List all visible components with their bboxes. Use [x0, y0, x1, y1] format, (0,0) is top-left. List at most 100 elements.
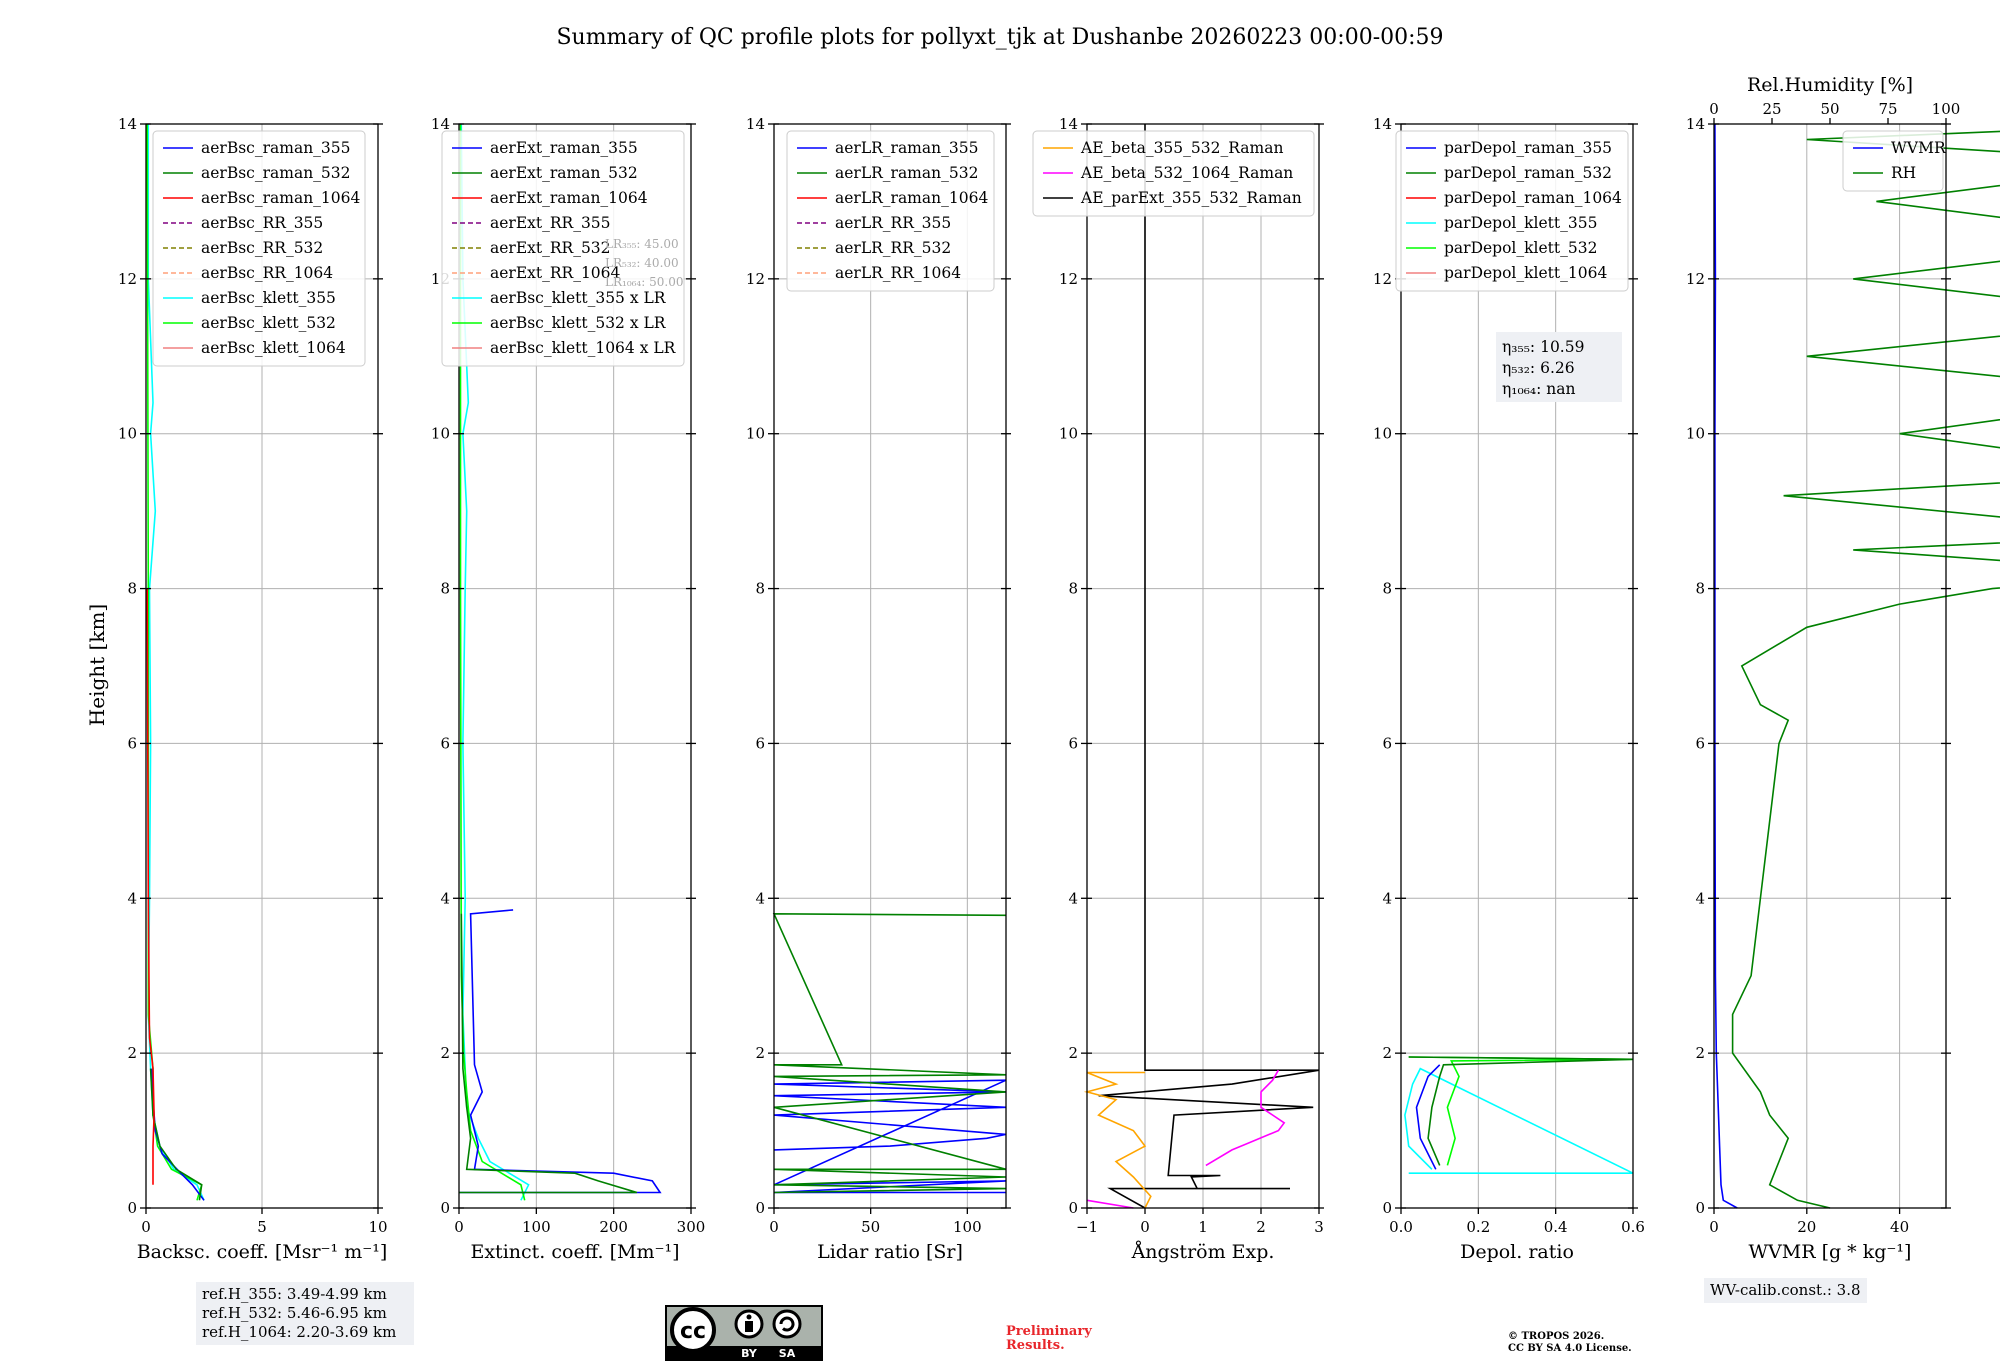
lr-annotation: LR₃₅₅: 45.00 — [605, 237, 679, 251]
legend-entry: aerBsc_raman_532 — [201, 164, 351, 182]
series-WVMR — [1714, 123, 1738, 1209]
y-tick-label: 12 — [1686, 270, 1705, 288]
legend-entry: aerBsc_klett_1064 — [201, 339, 346, 357]
legend-entry: aerBsc_RR_1064 — [201, 264, 333, 282]
legend-entry: aerLR_RR_532 — [835, 239, 951, 257]
series-parDepol_raman_355 — [1415, 1064, 1441, 1170]
legend-entry: parDepol_klett_532 — [1444, 239, 1597, 257]
top-x-tick-label: 75 — [1878, 100, 1897, 118]
top-x-axis-label: Rel.Humidity [%] — [1747, 74, 1913, 96]
panel-bsc: 0 2 4 6 8 10 12 14 0 5 10 Backsc. coeff. [Msr⁻¹ m⁻¹… — [118, 115, 388, 1263]
y-tick-label: 0 — [1068, 1199, 1078, 1217]
top-x-tick-label: 25 — [1762, 100, 1781, 118]
legend-entry: AE_parExt_355_532_Raman — [1080, 189, 1302, 207]
y-tick-label: 12 — [118, 270, 137, 288]
x-tick-label: 40 — [1890, 1218, 1909, 1236]
y-tick-label: 8 — [1068, 580, 1078, 598]
x-tick-label: 100 — [522, 1218, 551, 1236]
y-tick-label: 6 — [440, 734, 450, 752]
series-aerBsc_klett_355 x LR — [460, 123, 530, 1201]
y-tick-label: 8 — [127, 580, 137, 598]
legend-box — [786, 130, 995, 292]
legend-entry: AE_beta_355_532_Raman — [1080, 139, 1283, 157]
y-tick-label: 2 — [440, 1044, 450, 1062]
x-axis-label: Ångström Exp. — [1131, 1241, 1275, 1263]
legend-entry: aerExt_RR_532 — [490, 239, 611, 257]
series-aerExt_raman_355 — [459, 909, 662, 1194]
y-tick-label: 10 — [1059, 425, 1078, 443]
eta-annotation: η₁₀₆₄: nan — [1502, 380, 1576, 398]
eta-annotation: η₅₃₂: 6.26 — [1502, 359, 1575, 377]
series-AE_parExt_355_532_Raman — [1098, 124, 1320, 1209]
y-tick-label: 4 — [1695, 889, 1705, 907]
y-tick-label: 2 — [1382, 1044, 1392, 1062]
x-tick-label: 0.6 — [1621, 1218, 1645, 1236]
legend-box — [441, 130, 685, 367]
y-tick-label: 14 — [1373, 115, 1392, 133]
copyright-line-2: CC BY SA 4.0 License. — [1508, 1343, 1632, 1354]
ref-height-box: ref.H_355: 3.49-4.99 km ref.H_532: 5.46-… — [196, 1282, 414, 1345]
y-tick-label: 4 — [755, 889, 765, 907]
x-axis-label: Depol. ratio — [1460, 1241, 1574, 1263]
y-tick-label: 6 — [1382, 734, 1392, 752]
series-aerLR_raman_355 — [773, 1079, 1007, 1194]
legend-entry: aerExt_raman_355 — [490, 139, 638, 157]
series-aerExt_raman_532 — [459, 913, 638, 1194]
legend-entry: aerLR_raman_532 — [835, 164, 978, 182]
x-tick-label: 100 — [953, 1218, 982, 1236]
series-AE_beta_355_532_Raman — [1083, 1071, 1152, 1209]
copyright-line-1: © TROPOS 2026. — [1508, 1331, 1605, 1342]
legend-entry: aerExt_raman_532 — [490, 164, 638, 182]
lr-annotation: LR₅₃₂: 40.00 — [605, 256, 679, 270]
x-axis-label: Extinct. coeff. [Mm⁻¹] — [470, 1241, 679, 1263]
wv-calib-text: WV-calib.const.: 3.8 — [1710, 1281, 1861, 1299]
legend-entry: aerBsc_klett_355 x LR — [490, 289, 667, 307]
legend-entry: aerBsc_RR_355 — [201, 214, 323, 232]
y-tick-label: 12 — [1059, 270, 1078, 288]
copyright-note: © TROPOS 2026. CC BY SA 4.0 License. — [1508, 1331, 1632, 1355]
x-tick-label: 0.4 — [1544, 1218, 1568, 1236]
y-tick-label: 8 — [440, 580, 450, 598]
legend-entry: aerBsc_RR_532 — [201, 239, 323, 257]
x-axis-label: Backsc. coeff. [Msr⁻¹ m⁻¹] — [137, 1241, 388, 1263]
y-tick-label: 0 — [1695, 1199, 1705, 1217]
y-tick-label: 4 — [127, 889, 137, 907]
y-tick-label: 0 — [127, 1199, 137, 1217]
wv-calib-box: WV-calib.const.: 3.8 — [1704, 1278, 1867, 1303]
legend-entry: aerBsc_raman_355 — [201, 139, 351, 157]
legend-entry: AE_beta_532_1064_Raman — [1080, 164, 1293, 182]
x-tick-label: 0 — [141, 1218, 151, 1236]
legend-entry: aerBsc_klett_532 — [201, 314, 336, 332]
x-tick-label: 50 — [861, 1218, 880, 1236]
ref-h-1064: ref.H_1064: 2.20-3.69 km — [202, 1323, 397, 1341]
legend-entry: aerExt_RR_1064 — [490, 264, 621, 282]
sa-icon — [772, 1309, 802, 1339]
legend-entry: aerBsc_klett_532 x LR — [490, 314, 667, 332]
y-tick-label: 12 — [746, 270, 765, 288]
legend-entry: parDepol_raman_355 — [1444, 139, 1612, 157]
series-aerBsc_klett_532 x LR — [459, 124, 526, 1201]
y-tick-label: 14 — [431, 115, 450, 133]
top-x-tick-label: 100 — [1932, 100, 1961, 118]
preliminary-note: Preliminary Results. — [1006, 1325, 1092, 1353]
x-tick-label: 200 — [599, 1218, 628, 1236]
y-tick-label: 0 — [1382, 1199, 1392, 1217]
x-tick-label: 20 — [1797, 1218, 1816, 1236]
legend-entry: aerBsc_klett_355 — [201, 289, 336, 307]
x-tick-label: 300 — [677, 1218, 706, 1236]
series-parDepol_raman_532 — [1408, 1056, 1634, 1166]
legend-box — [1032, 130, 1315, 217]
x-tick-label: 2 — [1256, 1218, 1266, 1236]
y-tick-label: 4 — [1068, 889, 1078, 907]
y-tick-label: 8 — [1695, 580, 1705, 598]
cc-license-badge: cc BY SA — [665, 1305, 823, 1361]
cc-sa-label: SA — [779, 1347, 796, 1360]
preliminary-line-1: Preliminary — [1006, 1324, 1092, 1339]
x-axis-label: WVMR [g * kg⁻¹] — [1749, 1241, 1912, 1263]
legend-entry: aerLR_raman_1064 — [835, 189, 988, 207]
x-tick-label: 0.0 — [1389, 1218, 1413, 1236]
series-parDepol_klett_532 — [1408, 1056, 1634, 1166]
